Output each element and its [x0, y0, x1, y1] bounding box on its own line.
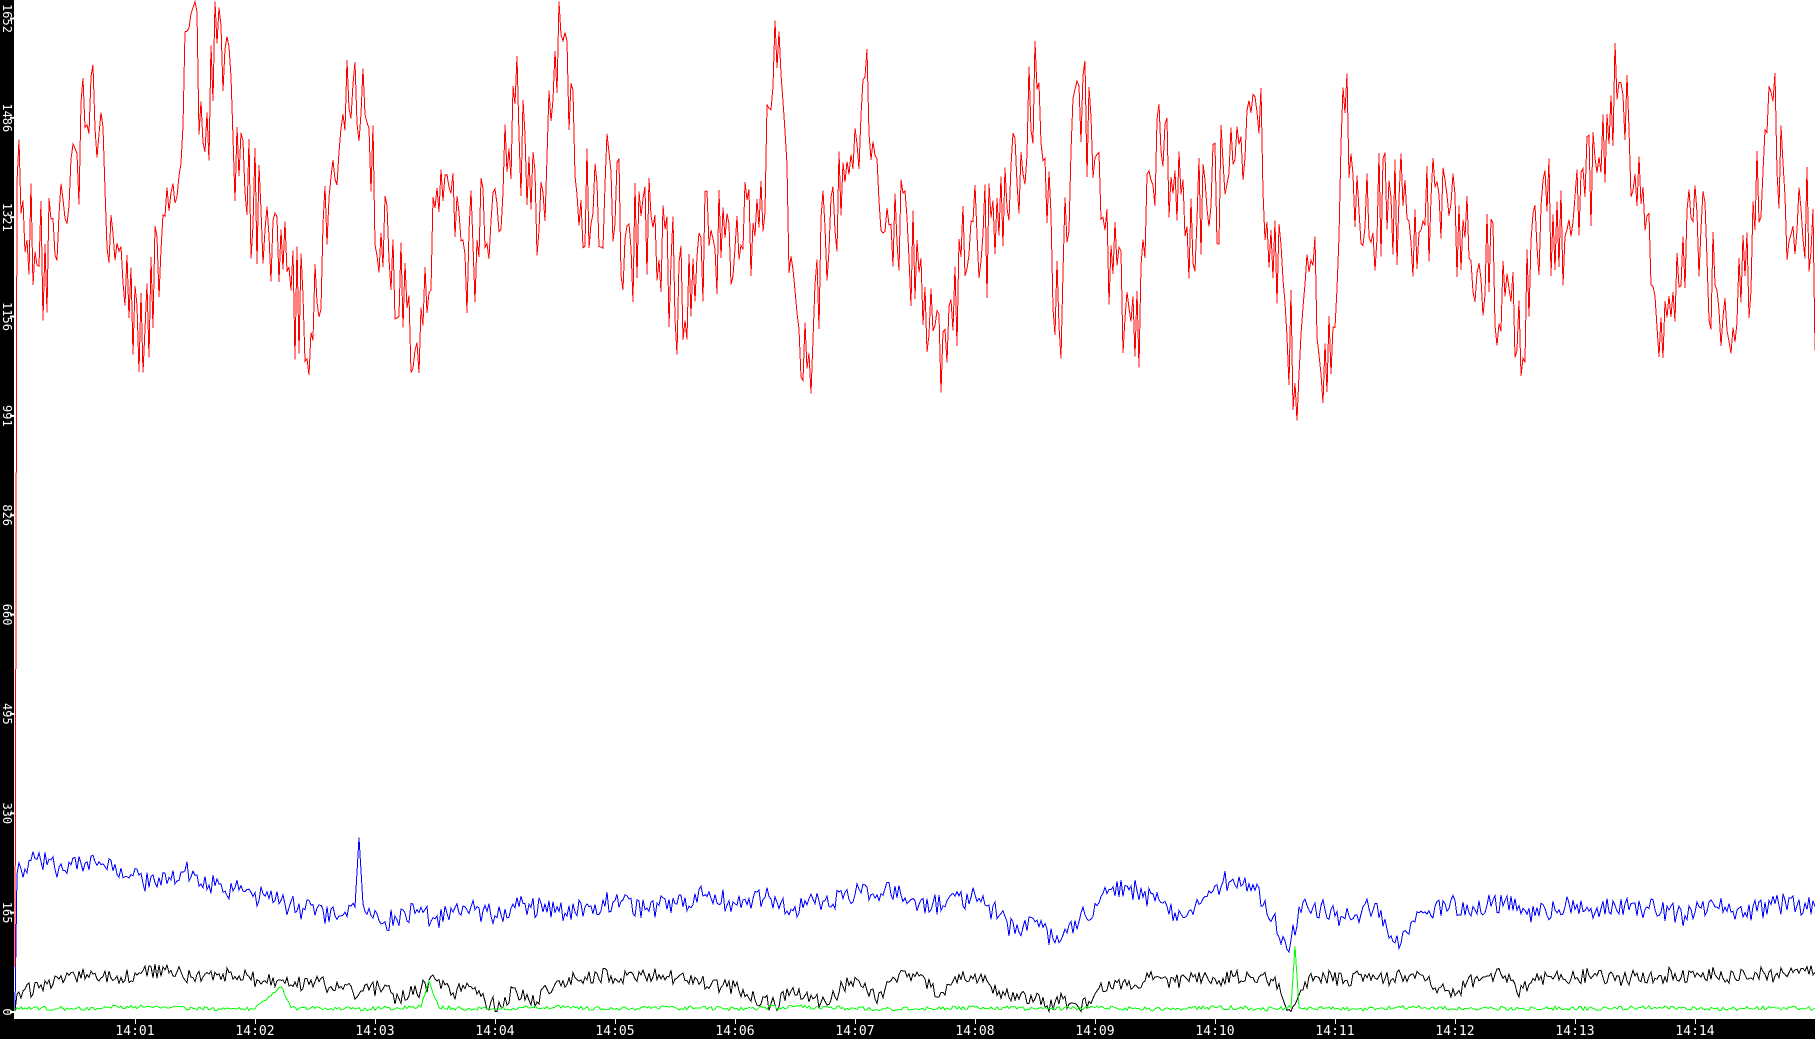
y-tick	[10, 514, 14, 517]
x-tick-label: 14:01	[115, 1024, 154, 1039]
x-tick-label: 14:12	[1435, 1024, 1474, 1039]
x-tick-label: 14:04	[475, 1024, 514, 1039]
y-tick	[10, 315, 14, 318]
x-tick	[375, 1019, 376, 1024]
x-tick-label: 14:06	[715, 1024, 754, 1039]
y-tick	[10, 613, 14, 616]
red-series-line	[14, 0, 1815, 967]
x-tick	[1215, 1019, 1216, 1024]
y-tick-label: 826	[0, 504, 14, 526]
y-tick-label: 0	[0, 1008, 14, 1015]
y-tick-label: 1156	[0, 302, 14, 331]
x-tick	[1335, 1019, 1336, 1024]
x-tick	[495, 1019, 496, 1024]
y-axis-bar	[0, 0, 14, 1039]
x-tick	[735, 1019, 736, 1024]
y-tick-label: 1486	[0, 103, 14, 132]
x-tick-label: 14:05	[595, 1024, 634, 1039]
y-tick-label: 1652	[0, 4, 14, 33]
blue-series-line	[14, 837, 1815, 1010]
x-tick-label: 14:13	[1555, 1024, 1594, 1039]
x-tick-label: 14:09	[1075, 1024, 1114, 1039]
x-tick-label: 14:14	[1675, 1024, 1714, 1039]
x-tick-label: 14:02	[235, 1024, 274, 1039]
y-tick	[10, 911, 14, 914]
x-tick	[975, 1019, 976, 1024]
x-tick	[1575, 1019, 1576, 1024]
x-tick-label: 14:07	[835, 1024, 874, 1039]
x-tick	[255, 1019, 256, 1024]
y-tick	[10, 812, 14, 815]
x-tick	[1455, 1019, 1456, 1024]
y-tick-label: 330	[0, 802, 14, 824]
y-tick	[10, 216, 14, 219]
black-series-line	[14, 963, 1815, 1014]
x-tick	[855, 1019, 856, 1024]
y-tick-label: 495	[0, 703, 14, 725]
x-tick-label: 14:11	[1315, 1024, 1354, 1039]
x-tick-label: 14:08	[955, 1024, 994, 1039]
x-tick-label: 14:03	[355, 1024, 394, 1039]
x-tick-label: 14:10	[1195, 1024, 1234, 1039]
y-tick	[10, 1011, 14, 1013]
y-tick-label: 991	[0, 405, 14, 427]
y-tick-label: 165	[0, 902, 14, 924]
x-tick	[1095, 1019, 1096, 1024]
y-tick	[10, 414, 14, 417]
y-tick-label: 1321	[0, 203, 14, 232]
green-series-line	[14, 945, 1815, 1012]
x-tick	[1695, 1019, 1696, 1024]
y-tick	[10, 17, 14, 20]
x-tick	[615, 1019, 616, 1024]
x-axis-bar	[0, 1019, 1815, 1039]
y-tick	[10, 116, 14, 119]
x-tick	[135, 1019, 136, 1024]
y-tick-label: 660	[0, 604, 14, 626]
y-tick	[10, 712, 14, 715]
